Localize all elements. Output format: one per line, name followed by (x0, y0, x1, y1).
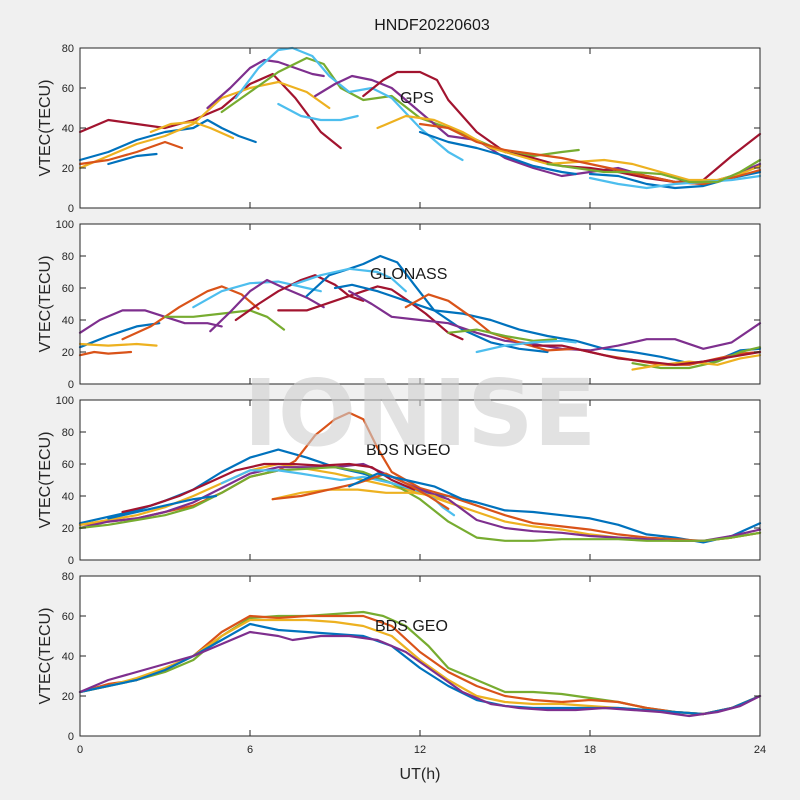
series-line (107, 494, 218, 520)
x-axis-label: UT(h) (400, 766, 441, 783)
x-ticks (79, 576, 761, 736)
watermark: IONISE (244, 360, 597, 467)
series-line (163, 309, 286, 331)
series-line (209, 278, 325, 333)
panel-bds-geo: 0 20 40 60 80 VTEC(TECU) BDS GEO (37, 571, 762, 743)
x-tick-label: 18 (584, 744, 596, 756)
y-tick-label: 20 (62, 163, 74, 175)
y-tick-label: 20 (62, 691, 74, 703)
series-line (78, 466, 762, 542)
series-line (78, 350, 133, 357)
y-ticks: 0 20 40 60 80 (62, 571, 760, 743)
y-ticks: 0 20 40 60 80 (62, 43, 760, 215)
series-line (271, 488, 450, 504)
y-tick-label: 0 (68, 203, 74, 215)
series-line (78, 80, 331, 170)
series-line (234, 274, 365, 322)
y-ticks: 0 20 40 60 80 100 (56, 219, 760, 391)
x-ticks (79, 400, 761, 560)
y-tick-label: 60 (62, 283, 74, 295)
series-annotation: BDS NGEO (366, 442, 450, 459)
series-annotation: BDS GEO (375, 618, 448, 635)
x-ticks (79, 48, 761, 208)
series-line (78, 118, 257, 162)
y-tick-label: 100 (56, 219, 74, 231)
y-axis-label: VTEC(TECU) (37, 608, 54, 705)
x-ticks (79, 224, 761, 384)
y-ticks: 0 20 40 60 80 100 (56, 395, 760, 567)
series-line (78, 322, 161, 349)
y-tick-label: 100 (56, 395, 74, 407)
series-line (121, 462, 416, 514)
series-layer (78, 411, 762, 544)
series-line (78, 309, 223, 334)
y-tick-label: 40 (62, 315, 74, 327)
y-tick-label: 0 (68, 731, 74, 743)
series-annotation: GPS (400, 90, 434, 107)
series-line (271, 472, 450, 510)
figure-title: HNDF20220603 (374, 17, 490, 34)
panel-bds-ngeo: 0 20 40 60 80 100 VTEC(TECU) BDS NGEO (37, 395, 762, 567)
series-line (277, 102, 359, 122)
series-line (234, 46, 464, 162)
x-tick-label: 0 (77, 744, 83, 756)
series-layer (78, 610, 762, 718)
series-line (546, 158, 762, 184)
series-line (291, 267, 407, 293)
y-tick-label: 0 (68, 379, 74, 391)
series-line (532, 344, 762, 366)
series-line (631, 354, 762, 371)
series-line (475, 339, 577, 354)
panel-glonass: 0 20 40 60 80 100 VTEC(TECU) GLONASS (37, 219, 762, 391)
y-axis-label: VTEC(TECU) (37, 80, 54, 177)
y-tick-label: 40 (62, 651, 74, 663)
series-line (149, 120, 235, 140)
y-tick-label: 60 (62, 459, 74, 471)
plot-area (80, 224, 760, 384)
series-line (78, 462, 762, 542)
series-layer (78, 254, 762, 371)
bottom-x-tick-labels: 0 6 12 18 24 (77, 744, 766, 756)
series-line (78, 342, 158, 347)
y-tick-label: 60 (62, 611, 74, 623)
series-layer (78, 46, 762, 190)
y-tick-label: 60 (62, 83, 74, 95)
series-line (418, 130, 577, 176)
series-line (418, 122, 762, 186)
series-line (107, 152, 158, 166)
series-line (447, 328, 558, 342)
panel-gps: 0 20 40 60 80 VTEC(TECU) GPS (37, 43, 762, 215)
y-axis-label: VTEC(TECU) (37, 256, 54, 353)
series-line (631, 346, 762, 370)
y-tick-label: 20 (62, 347, 74, 359)
y-axis-label: VTEC(TECU) (37, 432, 54, 529)
y-tick-label: 0 (68, 555, 74, 567)
series-line (121, 285, 260, 341)
y-tick-label: 40 (62, 491, 74, 503)
series-line (348, 472, 478, 504)
series-line (588, 174, 762, 190)
y-tick-label: 20 (62, 523, 74, 535)
y-tick-label: 80 (62, 427, 74, 439)
x-tick-label: 24 (754, 744, 766, 756)
series-line (220, 56, 580, 158)
x-tick-label: 6 (247, 744, 253, 756)
x-tick-label: 12 (414, 744, 426, 756)
series-line (78, 72, 342, 150)
series-line (277, 285, 464, 341)
y-tick-label: 40 (62, 123, 74, 135)
series-line (78, 630, 762, 718)
y-tick-label: 80 (62, 43, 74, 55)
series-annotation: GLONASS (370, 266, 447, 283)
series-line (78, 140, 184, 166)
y-tick-label: 80 (62, 571, 74, 583)
y-tick-label: 80 (62, 251, 74, 263)
series-line (206, 58, 325, 110)
